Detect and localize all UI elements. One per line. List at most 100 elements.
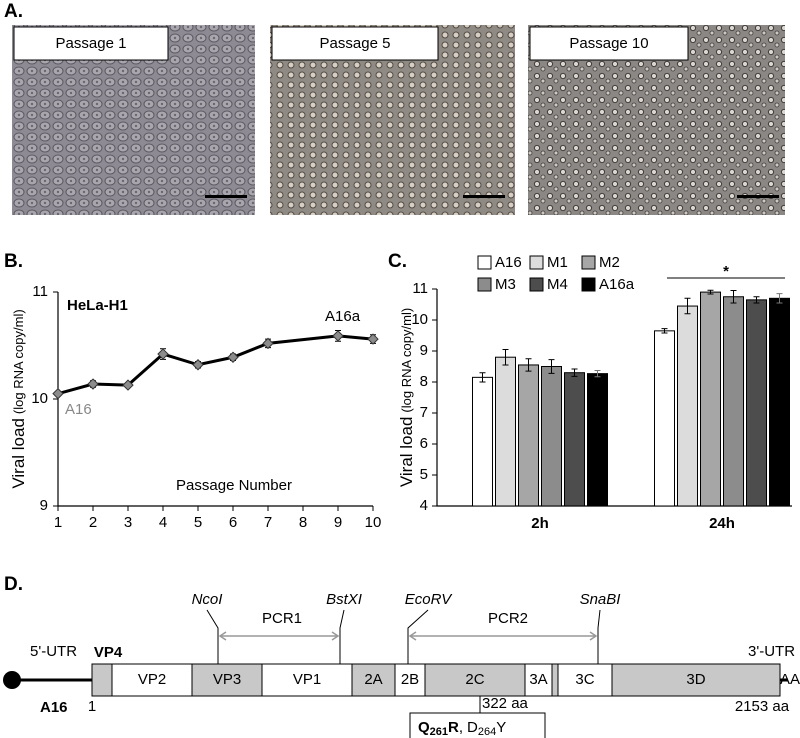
site-label: EcoRV	[405, 591, 453, 608]
y-axis-label-main: Viral load	[9, 418, 28, 489]
scale-bar	[205, 195, 247, 198]
y-tick-label: 11	[32, 283, 48, 300]
annotation: A16	[65, 401, 92, 418]
annotation: A16a	[325, 308, 361, 325]
primer-label: PCR1	[262, 610, 302, 627]
caption-box	[529, 26, 689, 61]
region-label: 2A	[364, 671, 382, 688]
marker	[332, 330, 344, 342]
bar	[700, 291, 721, 507]
marker	[227, 351, 239, 363]
bar	[769, 297, 790, 507]
marker	[367, 333, 379, 345]
site-label: SnaBI	[580, 591, 621, 608]
region	[191, 663, 263, 697]
annotation: *	[723, 263, 729, 280]
caption-box	[13, 26, 169, 61]
y-axis-label-main: Viral load	[397, 417, 416, 488]
y-tick-label: 9	[420, 342, 428, 359]
y-tick-label: 9	[40, 497, 48, 514]
marker-label: 322 aa	[482, 695, 529, 712]
site-label: NcoI	[192, 591, 223, 608]
y-tick-label: 7	[420, 404, 428, 421]
x-tick-label: 7	[264, 514, 272, 531]
region-label: VP3	[213, 671, 241, 688]
legend-swatch	[581, 277, 596, 292]
x-tick-label: 2	[89, 514, 97, 531]
bar	[723, 296, 744, 507]
bar	[564, 372, 585, 507]
error-bar	[730, 290, 737, 304]
bar-chart: C. 4 5 6 7 8 9 10 11 Viral load (log RNA copy/ml) 2…	[388, 251, 792, 532]
primer-arrow	[408, 631, 598, 641]
region	[524, 663, 553, 697]
cap	[3, 671, 21, 689]
marker	[157, 348, 169, 360]
error-bar	[707, 289, 714, 295]
primer-arrow	[218, 631, 340, 641]
bar	[541, 366, 562, 507]
site-line	[206, 609, 219, 664]
x-tick-label: 4	[159, 514, 167, 531]
bar	[495, 356, 516, 507]
site-label: BstXI	[326, 591, 362, 608]
separator: ,	[459, 719, 463, 736]
x-tick-label: 6	[229, 514, 237, 531]
x-tick-label: 1	[54, 514, 62, 531]
marker	[52, 387, 64, 400]
y-tick-label: 10	[31, 390, 48, 407]
error-bar	[661, 328, 668, 334]
bar	[654, 330, 675, 507]
bar	[746, 299, 767, 507]
legend-swatch	[529, 255, 544, 270]
mutation-box	[409, 712, 546, 738]
y-axis-label: Viral load (log RNA copy/ml)	[9, 309, 28, 488]
utr3-label: 3'-UTR	[748, 643, 795, 660]
panel-label: A.	[4, 1, 23, 22]
y-tick-label: 8	[420, 373, 428, 390]
site-line	[407, 609, 429, 664]
y-tick-label: 5	[420, 466, 428, 483]
caption-box	[271, 26, 439, 61]
x-tick-label: 24h	[709, 515, 735, 532]
error-bar	[525, 358, 532, 372]
region	[557, 663, 613, 697]
panel-label: C.	[388, 251, 407, 272]
error-bar	[479, 372, 486, 383]
mutation-position: 261	[430, 726, 448, 738]
error-bar	[594, 370, 601, 378]
bar	[518, 364, 539, 507]
end-label: 2153 aa	[735, 698, 790, 715]
region-label: VP1	[293, 671, 321, 688]
strain-label: A16	[40, 699, 68, 716]
y-axis-label-unit: (log RNA copy/ml)	[11, 309, 26, 414]
error-bar	[502, 348, 509, 366]
primer-label: PCR2	[488, 610, 528, 627]
legend-label: M4	[547, 276, 568, 293]
mutation-line: Q261R, D264Y	[418, 719, 506, 738]
panel-label: B.	[4, 251, 23, 272]
marker	[122, 379, 134, 391]
caption: Passage 5	[320, 35, 391, 52]
region-label: VP4	[94, 644, 123, 661]
x-tick-label: 8	[299, 514, 307, 531]
region	[611, 663, 781, 697]
legend-swatch	[477, 255, 492, 270]
x-tick-label: 5	[194, 514, 202, 531]
y-tick-label: 4	[420, 497, 428, 514]
region	[351, 663, 396, 697]
micrographs: Passage 1 Passage 5 Passage 10	[12, 25, 785, 215]
annotation: HeLa-H1	[67, 297, 128, 314]
linker	[551, 663, 559, 697]
region-label: 3C	[575, 671, 594, 688]
mutation-from: D	[467, 719, 478, 736]
site-line	[597, 609, 601, 664]
mutation-position: 264	[478, 726, 496, 738]
region	[261, 663, 353, 697]
mutation-to: Y	[496, 719, 506, 736]
mutation-from: Q	[418, 719, 430, 736]
x-tick-label: 3	[124, 514, 132, 531]
